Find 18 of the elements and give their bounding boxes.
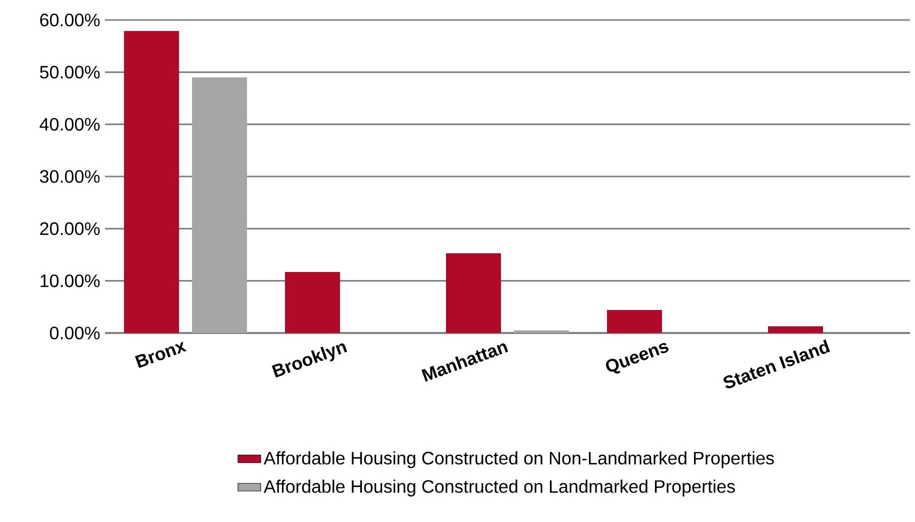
bar (446, 253, 501, 333)
bar (285, 272, 340, 333)
bar (607, 310, 662, 333)
bar (768, 326, 823, 333)
y-tick-label: 60.00% (40, 14, 100, 26)
bar (124, 30, 179, 333)
y-tick-label: 30.00% (40, 170, 100, 183)
legend-label: Affordable Housing Constructed on Non-Landmarked Properties (264, 451, 774, 468)
bar (514, 330, 569, 333)
bar (192, 77, 247, 333)
y-tick-label: 10.00% (40, 274, 100, 288)
y-tick-label: 0.00% (50, 326, 100, 340)
y-tick-label: 50.00% (40, 66, 100, 79)
legend-label: Affordable Housing Constructed on Landmarked Properties (264, 480, 735, 496)
y-tick-label: 40.00% (40, 118, 100, 131)
x-tick-label: Bronx (134, 342, 187, 368)
y-tick-label: 20.00% (40, 222, 100, 236)
x-tick-label: Staten Island (724, 339, 830, 388)
